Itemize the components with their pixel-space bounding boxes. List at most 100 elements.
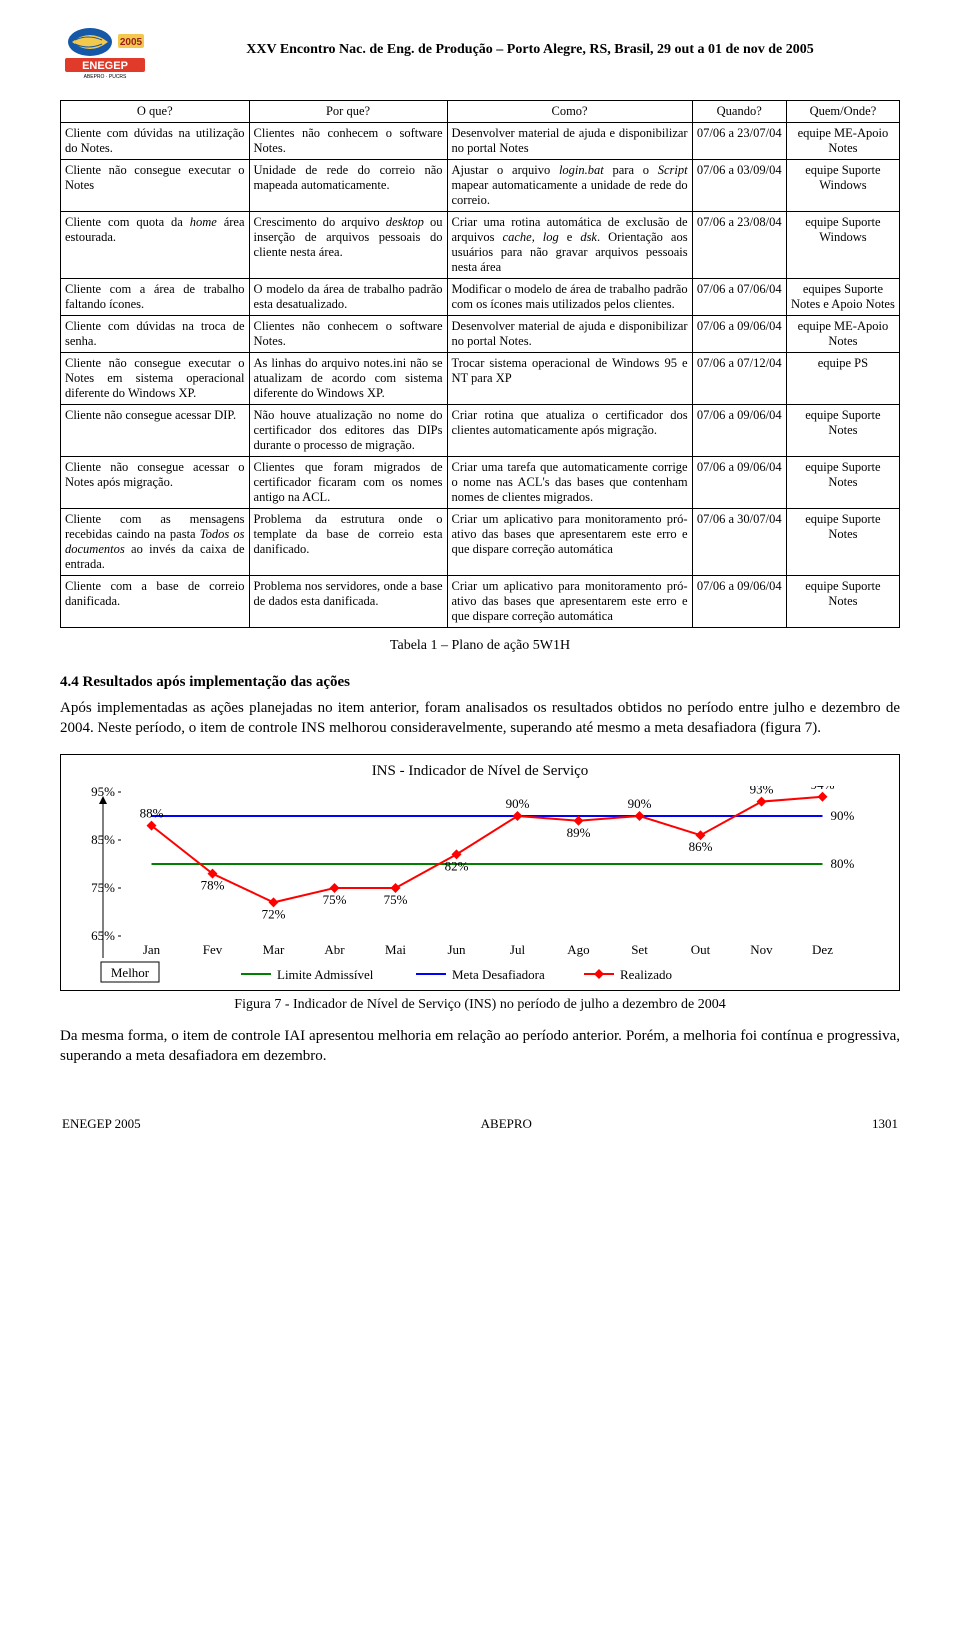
svg-text:94%: 94% (811, 786, 835, 792)
cell-when: 07/06 a 09/06/04 (692, 457, 786, 509)
cell-when: 07/06 a 03/09/04 (692, 160, 786, 212)
table-row: Cliente não consegue acessar DIP.Não hou… (61, 405, 900, 457)
svg-text:90%: 90% (506, 796, 530, 811)
table-row: Cliente com a área de trabalho faltando … (61, 279, 900, 316)
th-who: Quem/Onde? (786, 101, 899, 123)
table-row: Cliente não consegue executar o NotesUni… (61, 160, 900, 212)
svg-text:82%: 82% (445, 858, 469, 873)
cell-who: equipe Suporte Notes (786, 405, 899, 457)
cell-why: Clientes que foram migrados de certifica… (249, 457, 447, 509)
svg-text:Mar: Mar (263, 942, 285, 957)
cell-when: 07/06 a 23/07/04 (692, 123, 786, 160)
svg-text:90%: 90% (628, 796, 652, 811)
ins-chart: INS - Indicador de Nível de Serviço 65%7… (60, 754, 900, 991)
svg-text:72%: 72% (262, 906, 286, 921)
svg-text:90%: 90% (831, 808, 855, 823)
svg-text:Ago: Ago (567, 942, 589, 957)
cell-q: Cliente não consegue executar o Notes (61, 160, 250, 212)
cell-who: equipes Suporte Notes e Apoio Notes (786, 279, 899, 316)
table-row: Cliente com dúvidas na troca de senha.Cl… (61, 316, 900, 353)
table-row: Cliente com a base de correio danificada… (61, 576, 900, 628)
footer-center: ABEPRO (481, 1116, 532, 1132)
section-heading: 4.4 Resultados após implementação das aç… (60, 674, 900, 691)
body-para-1: Após implementadas as ações planejadas n… (60, 699, 900, 738)
footer-left: ENEGEP 2005 (62, 1116, 141, 1132)
cell-why: Não houve atualização no nome do certifi… (249, 405, 447, 457)
cell-why: Clientes não conhecem o software Notes. (249, 123, 447, 160)
cell-who: equipe Suporte Notes (786, 576, 899, 628)
table-header-row: O que? Por que? Como? Quando? Quem/Onde? (61, 101, 900, 123)
svg-text:Dez: Dez (812, 942, 833, 957)
cell-how: Criar um aplicativo para monitoramento p… (447, 576, 692, 628)
cell-why: Problema da estrutura onde o template da… (249, 509, 447, 576)
cell-why: Clientes não conhecem o software Notes. (249, 316, 447, 353)
svg-text:86%: 86% (689, 839, 713, 854)
cell-q: Cliente com quota da home área estourada… (61, 212, 250, 279)
cell-when: 07/06 a 07/12/04 (692, 353, 786, 405)
cell-how: Criar uma tarefa que automaticamente cor… (447, 457, 692, 509)
table-row: Cliente não consegue acessar o Notes apó… (61, 457, 900, 509)
cell-how: Modificar o modelo de área de trabalho p… (447, 279, 692, 316)
svg-text:78%: 78% (201, 878, 225, 893)
table-caption: Tabela 1 – Plano de ação 5W1H (60, 638, 900, 654)
chart-title: INS - Indicador de Nível de Serviço (71, 763, 889, 780)
cell-when: 07/06 a 09/06/04 (692, 316, 786, 353)
table-row: Cliente com quota da home área estourada… (61, 212, 900, 279)
svg-text:Realizado: Realizado (620, 967, 672, 982)
table-row: Cliente não consegue executar o Notes em… (61, 353, 900, 405)
action-plan-table: O que? Por que? Como? Quando? Quem/Onde?… (60, 100, 900, 628)
svg-text:2005: 2005 (120, 37, 143, 48)
header-title: XXV Encontro Nac. de Eng. de Produção – … (160, 42, 900, 58)
cell-how: Criar rotina que atualiza o certificador… (447, 405, 692, 457)
svg-text:75%: 75% (323, 892, 347, 907)
cell-who: equipe Suporte Windows (786, 160, 899, 212)
svg-text:Limite Admissível: Limite Admissível (277, 967, 374, 982)
svg-text:75%: 75% (384, 892, 408, 907)
th-why: Por que? (249, 101, 447, 123)
svg-text:Melhor: Melhor (111, 965, 150, 980)
body-para-2: Da mesma forma, o item de controle IAI a… (60, 1027, 900, 1066)
table-row: Cliente com as mensagens recebidas caind… (61, 509, 900, 576)
paper-header: ENEGEP ABEPRO · PUCRS 2005 XXV Encontro … (60, 20, 900, 80)
page-footer: ENEGEP 2005 ABEPRO 1301 (60, 1116, 900, 1132)
cell-when: 07/06 a 30/07/04 (692, 509, 786, 576)
cell-q: Cliente com dúvidas na troca de senha. (61, 316, 250, 353)
figure-caption: Figura 7 - Indicador de Nível de Serviço… (60, 997, 900, 1013)
svg-text:Nov: Nov (750, 942, 773, 957)
svg-text:Abr: Abr (324, 942, 345, 957)
cell-why: O modelo da área de trabalho padrão esta… (249, 279, 447, 316)
cell-when: 07/06 a 23/08/04 (692, 212, 786, 279)
cell-why: Unidade de rede do correio não mapeada a… (249, 160, 447, 212)
svg-text:Jun: Jun (447, 942, 466, 957)
th-when: Quando? (692, 101, 786, 123)
cell-how: Criar um aplicativo para monitoramento p… (447, 509, 692, 576)
cell-who: equipe Suporte Notes (786, 457, 899, 509)
svg-text:Jul: Jul (510, 942, 526, 957)
svg-text:Out: Out (691, 942, 711, 957)
cell-who: equipe ME-Apoio Notes (786, 316, 899, 353)
cell-q: Cliente não consegue acessar o Notes apó… (61, 457, 250, 509)
cell-how: Trocar sistema operacional de Windows 95… (447, 353, 692, 405)
cell-q: Cliente com a área de trabalho faltando … (61, 279, 250, 316)
cell-how: Desenvolver material de ajuda e disponib… (447, 316, 692, 353)
cell-how: Ajustar o arquivo login.bat para o Scrip… (447, 160, 692, 212)
svg-text:Jan: Jan (143, 942, 161, 957)
svg-text:Mai: Mai (385, 942, 406, 957)
th-how: Como? (447, 101, 692, 123)
chart-svg: 65%75%85%95%90%80%88%78%72%75%75%82%90%8… (71, 786, 871, 986)
enegep-logo: ENEGEP ABEPRO · PUCRS 2005 (60, 20, 150, 80)
cell-q: Cliente com as mensagens recebidas caind… (61, 509, 250, 576)
cell-when: 07/06 a 07/06/04 (692, 279, 786, 316)
svg-text:Meta Desafiadora: Meta Desafiadora (452, 967, 545, 982)
svg-text:ENEGEP: ENEGEP (82, 60, 128, 72)
cell-why: As linhas do arquivo notes.ini não se at… (249, 353, 447, 405)
svg-text:88%: 88% (140, 806, 164, 821)
cell-who: equipe Suporte Notes (786, 509, 899, 576)
cell-when: 07/06 a 09/06/04 (692, 405, 786, 457)
cell-who: equipe PS (786, 353, 899, 405)
svg-text:Fev: Fev (203, 942, 223, 957)
th-what: O que? (61, 101, 250, 123)
cell-who: equipe ME-Apoio Notes (786, 123, 899, 160)
cell-why: Problema nos servidores, onde a base de … (249, 576, 447, 628)
cell-q: Cliente com a base de correio danificada… (61, 576, 250, 628)
